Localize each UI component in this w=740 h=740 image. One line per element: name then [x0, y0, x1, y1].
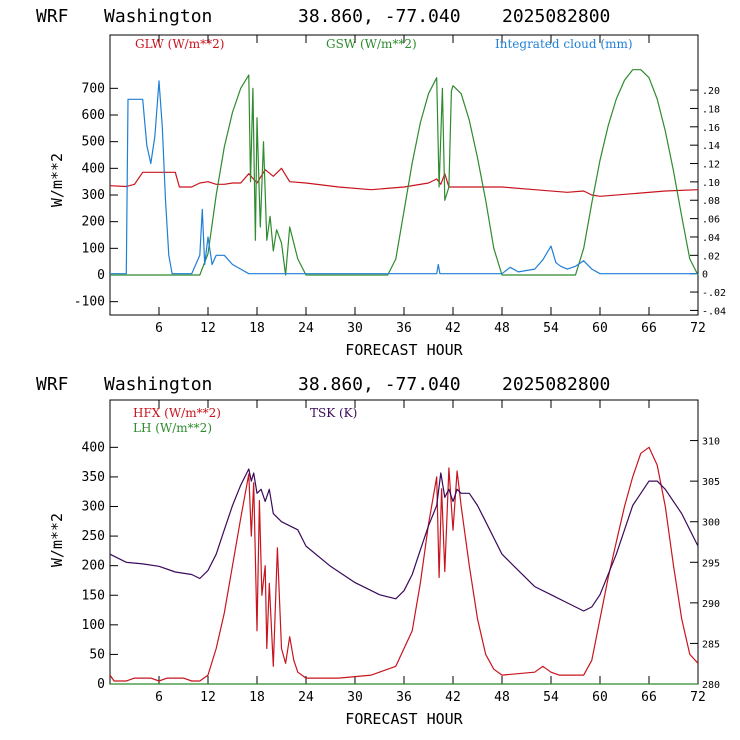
axis-ticks: 6 12 18 24 30 36 42 48 54 60 66 72 0 50 100 150 200 250 30…: [82, 400, 720, 705]
series-lines: [109, 69, 699, 276]
y-tick-label: -100: [74, 295, 105, 310]
series-line-glw: [109, 167, 699, 197]
y2-tick-label: 0: [702, 270, 708, 281]
y2-tick-label: 290: [702, 599, 720, 610]
x-tick-label: 24: [298, 690, 314, 705]
x-tick-label: 6: [155, 690, 163, 705]
y-tick-label: 600: [82, 108, 105, 123]
y2-tick-label: .06: [702, 215, 720, 226]
y-tick-label: 200: [82, 215, 105, 230]
y-tick-label: 250: [82, 529, 105, 544]
x-tick-label: 24: [298, 321, 314, 336]
x-tick-label: 36: [396, 321, 412, 336]
y2-tick-label: -.02: [702, 288, 726, 299]
series-line-tsk: [109, 468, 699, 612]
x-tick-label: 12: [200, 321, 216, 336]
header-date: 2025082800: [502, 374, 610, 395]
legend-glw: GLW (W/m**2): [135, 37, 224, 51]
x-tick-label: 18: [249, 321, 265, 336]
header-model: WRF: [36, 374, 69, 395]
y-tick-label: 200: [82, 559, 105, 574]
header-location: Washington: [104, 374, 212, 395]
series-line-gsw: [110, 69, 699, 276]
x-axis-label: FORECAST HOUR: [345, 710, 463, 728]
y-tick-label: 300: [82, 188, 105, 203]
y-tick-label: 0: [97, 677, 105, 692]
x-tick-label: 66: [641, 321, 657, 336]
y2-tick-label: 285: [702, 639, 720, 650]
y-tick-label: 700: [82, 81, 105, 96]
x-tick-label: 42: [445, 321, 461, 336]
x-tick-label: 48: [494, 321, 510, 336]
header-location: Washington: [104, 6, 212, 27]
panel-1: WRF Washington 38.860, -77.040 202508280…: [36, 6, 726, 359]
y2-tick-label: 305: [702, 477, 720, 488]
y-tick-label: 0: [97, 268, 105, 283]
x-tick-label: 6: [155, 321, 163, 336]
y-tick-label: 100: [82, 618, 105, 633]
x-tick-label: 48: [494, 690, 510, 705]
header-coords: 38.860, -77.040: [298, 6, 461, 27]
legend-tsk: TSK (K): [310, 406, 357, 420]
y2-tick-label: .10: [702, 178, 720, 189]
y-tick-label: 300: [82, 500, 105, 515]
y-axis-label: W/m**2: [48, 153, 66, 207]
legend-cloud: Integrated cloud (mm): [495, 37, 633, 51]
axis-ticks: 6 12 18 24 30 36 42 48 54 60 66 72 -100 0 100 200 300 400…: [74, 35, 726, 336]
legend-hfx: HFX (W/m**2): [133, 406, 221, 420]
series-line-hfx: [109, 446, 699, 682]
y2-tick-label: .02: [702, 251, 720, 262]
y-tick-label: 500: [82, 135, 105, 150]
x-tick-label: 36: [396, 690, 412, 705]
x-tick-label: 54: [543, 690, 559, 705]
panel-2: WRF Washington 38.860, -77.040 202508280…: [36, 374, 720, 728]
header-model: WRF: [36, 6, 69, 27]
y2-tick-label: 310: [702, 437, 720, 448]
x-tick-label: 54: [543, 321, 559, 336]
x-tick-label: 30: [347, 321, 363, 336]
header-coords: 38.860, -77.040: [298, 374, 461, 395]
series-lines: [109, 446, 699, 685]
plot-frame: [109, 34, 699, 316]
legend-gsw: GSW (W/m**2): [326, 37, 417, 51]
y2-tick-label: -.04: [702, 306, 726, 317]
header-date: 2025082800: [502, 6, 610, 27]
y-tick-label: 100: [82, 241, 105, 256]
y2-tick-label: 300: [702, 518, 720, 529]
x-tick-label: 72: [690, 321, 706, 336]
y-tick-label: 50: [89, 647, 105, 662]
plot-frame: [109, 399, 699, 685]
x-tick-label: 60: [592, 690, 608, 705]
x-tick-label: 30: [347, 690, 363, 705]
series-line-integrated: [110, 80, 698, 275]
y2-tick-label: .18: [702, 104, 720, 115]
x-tick-label: 12: [200, 690, 216, 705]
y2-tick-label: .14: [702, 141, 720, 152]
y-tick-label: 350: [82, 470, 105, 485]
y2-tick-label: 295: [702, 558, 720, 569]
y2-tick-label: .08: [702, 196, 720, 207]
x-tick-label: 66: [641, 690, 657, 705]
x-tick-label: 72: [690, 690, 706, 705]
x-tick-label: 42: [445, 690, 461, 705]
x-tick-label: 60: [592, 321, 608, 336]
x-tick-label: 18: [249, 690, 265, 705]
y-tick-label: 150: [82, 588, 105, 603]
x-axis-label: FORECAST HOUR: [345, 341, 463, 359]
y-tick-label: 400: [82, 440, 105, 455]
y2-tick-label: .04: [702, 233, 720, 244]
y2-tick-label: .16: [702, 123, 720, 134]
y2-tick-label: 280: [702, 680, 720, 691]
y2-tick-label: .20: [702, 86, 720, 97]
y2-tick-label: .12: [702, 160, 720, 171]
y-axis-label: W/m**2: [48, 513, 66, 567]
y-tick-label: 400: [82, 161, 105, 176]
legend-lh: LH (W/m**2): [133, 421, 212, 435]
